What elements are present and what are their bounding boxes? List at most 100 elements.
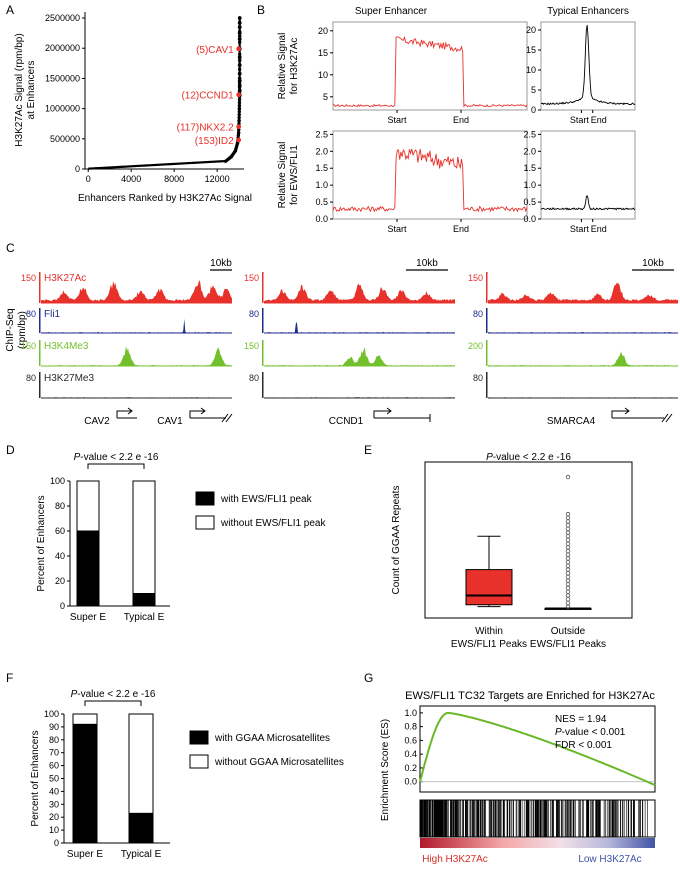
data-point <box>237 58 242 63</box>
signal-area <box>264 283 455 303</box>
y-tick-label: 1.5 <box>315 163 328 173</box>
bar-segment <box>72 723 98 844</box>
y-tick-label: 80 <box>49 735 59 745</box>
panel-f-bar: 0 10 20 30 40 50 60 70 80 90 100 Percent of Enhance… <box>30 689 344 860</box>
y-tick-label: 0.5 <box>315 197 328 207</box>
y-tick-label: 40 <box>55 551 65 561</box>
track-axis <box>262 340 264 366</box>
track-scale-label: 150 <box>244 273 259 283</box>
typical-profile-line <box>540 25 636 106</box>
x-tick-label: Start <box>570 115 590 125</box>
data-point <box>237 25 242 29</box>
p-italic: P <box>486 452 493 463</box>
y-tick-label: 0.8 <box>404 722 417 732</box>
x-tick-label: End <box>591 115 607 125</box>
super-profile-line <box>332 35 528 108</box>
y-tick-label: 1000000 <box>45 104 80 114</box>
stat-nes: NES = 1.94 <box>555 714 607 725</box>
legend-swatch <box>195 491 215 506</box>
track-scale-label: 150 <box>244 341 259 351</box>
y-tick-label: 5 <box>323 92 328 102</box>
y-tick-label: 10 <box>526 65 536 75</box>
y-tick-label: 5 <box>531 85 536 95</box>
data-point <box>237 78 242 83</box>
data-point <box>237 16 242 20</box>
y-axis-label: Percent of Enhancers <box>30 730 41 826</box>
p-value-label: P-value < 2.2 e -16 <box>74 452 159 463</box>
data-point <box>237 71 242 76</box>
p-italic: P <box>555 727 562 738</box>
track-name: Fli1 <box>44 309 61 320</box>
outlier-point <box>565 574 571 580</box>
outlier-point <box>565 552 571 557</box>
y-axis-label-2: for EWS/FLI1 <box>289 145 300 205</box>
significance-bracket <box>84 700 142 706</box>
highlight-point <box>236 92 242 98</box>
p-value-label: P-value < 2.2 e -16 <box>486 452 571 463</box>
gene-label: CCND1 <box>329 416 364 427</box>
y-tick-label: 2.5 <box>315 129 328 139</box>
box <box>465 569 513 606</box>
legend-label: with GGAA Microsatellites <box>214 733 330 744</box>
outlier-point <box>565 578 571 583</box>
track-scale-label: 80 <box>249 309 259 319</box>
track-axis <box>39 308 41 333</box>
track-axis <box>486 372 488 398</box>
tss-arrow <box>373 407 392 418</box>
x-axis-label: Enhancers Ranked by H3K27Ac Signal <box>78 193 252 204</box>
y-tick-label: 10 <box>49 825 59 835</box>
y-tick-label: 0.2 <box>404 763 417 773</box>
y-axis-label: Relative Signal <box>277 33 288 100</box>
rank-heatbar <box>420 838 655 848</box>
data-point <box>237 67 242 72</box>
y-tick-label: 40 <box>49 786 59 796</box>
plot-frame <box>419 705 656 793</box>
bar-segment <box>72 713 98 725</box>
y-axis-label-2: (rpm/bp) <box>17 311 28 349</box>
gene-annotation: (12)CCND1 <box>181 91 234 102</box>
outlier-point <box>565 593 571 598</box>
p-italic: P <box>74 452 81 463</box>
plot-frame <box>540 130 636 220</box>
y-tick-label: 500000 <box>50 134 80 144</box>
y-axis-label-2: at Enhancers <box>26 61 37 120</box>
y-axis-label: Percent of Enhancers <box>36 495 47 591</box>
highlight-point <box>236 124 242 130</box>
track-axis <box>486 340 488 366</box>
bar-segment <box>128 713 154 814</box>
y-tick-label: 0.0 <box>523 214 536 224</box>
bar-segment <box>128 812 154 844</box>
track-scale-label: 80 <box>473 373 483 383</box>
x-tick-label: End <box>453 224 469 234</box>
p-rest: -value < 2.2 e -16 <box>77 689 156 700</box>
outlier-point <box>565 589 571 594</box>
data-point <box>237 109 241 114</box>
data-point <box>237 112 241 117</box>
y-tick-label: 2.0 <box>315 146 328 156</box>
outlier-point <box>565 548 571 554</box>
data-point <box>237 20 242 25</box>
x-tick-label: Within <box>475 626 503 637</box>
data-point <box>237 97 242 102</box>
outlier-point <box>565 526 571 532</box>
outlier-point <box>565 474 571 480</box>
outlier-point <box>565 515 571 520</box>
x-tick-label-2: EWS/FLI1 Peaks <box>530 639 606 650</box>
y-tick-label: 1.5 <box>523 163 536 173</box>
data-point <box>237 100 242 105</box>
y-axis-label: ChIP-Seq <box>5 308 16 351</box>
y-tick-label: 60 <box>49 761 59 771</box>
y-tick-label: 90 <box>49 722 59 732</box>
legend-swatch <box>189 730 209 745</box>
signal-area <box>264 397 455 398</box>
signal-area <box>41 318 232 333</box>
chart-title: EWS/FLI1 TC32 Targets are Enriched for H… <box>405 690 655 702</box>
y-tick-label: 2.5 <box>523 129 536 139</box>
column-title-typical: Typical Enhancers <box>547 6 629 17</box>
track-scale-label: 150 <box>468 273 483 283</box>
gene-label: CAV1 <box>157 416 183 427</box>
y-tick-label: 0.4 <box>404 749 417 759</box>
data-point <box>237 37 242 42</box>
track-name: H3K4Me3 <box>44 341 89 352</box>
data-point <box>237 118 241 123</box>
